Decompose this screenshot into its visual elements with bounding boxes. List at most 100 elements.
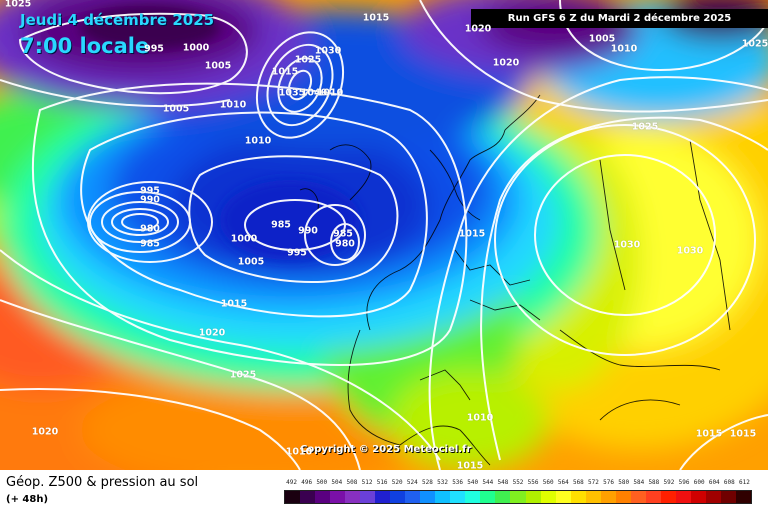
scale-tick-label: 496 [301, 479, 313, 486]
scale-tick-label: 560 [542, 479, 554, 486]
forecast-time: 7:00 locale [20, 34, 150, 58]
scale-tick-label: 556 [527, 479, 539, 486]
isobar-label: 1000 [230, 233, 258, 245]
isobar-label: 1035 [278, 87, 306, 99]
copyright-notice: Copyright © 2025 Meteociel.fr [300, 444, 472, 455]
scale-swatch [615, 491, 631, 503]
isobar-label: 1015 [456, 460, 484, 471]
scale-tick-label: 592 [663, 479, 675, 486]
scale-tick-label: 528 [421, 479, 433, 486]
isobar-label: 1005 [237, 256, 265, 268]
isobar-label: 1005 [204, 60, 232, 72]
scale-swatch [675, 491, 691, 503]
scale-swatch [540, 491, 556, 503]
geopotential-field [0, 0, 768, 470]
scale-tick-label: 548 [497, 479, 509, 486]
scale-swatch [405, 491, 421, 503]
isobar-label: 1020 [492, 57, 520, 69]
isobar-label: 1010 [244, 135, 272, 147]
scale-tick-label: 544 [482, 479, 494, 486]
isobar-label: 1000 [182, 42, 210, 54]
isobar-label: 980 [140, 223, 160, 235]
isobar-label: 1020 [464, 23, 492, 35]
scale-tick-label: 580 [618, 479, 630, 486]
scale-tick-label: 572 [588, 479, 599, 486]
scale-tick-label: 508 [346, 479, 358, 486]
isobar-label: 1010 [466, 412, 494, 424]
scale-swatch [480, 491, 496, 503]
scale-tick-label: 600 [693, 479, 705, 486]
scale-tick-label: 584 [633, 479, 645, 486]
isobar-label: 995 [287, 247, 307, 259]
scale-swatch [300, 491, 316, 503]
weather-map: Jeudi 4 décembre 2025 7:00 locale Run GF… [0, 0, 768, 470]
scale-swatch [465, 491, 481, 503]
scale-swatch [375, 491, 391, 503]
isobar-label: 995 [140, 185, 160, 197]
scale-tick-label: 492 [286, 479, 297, 486]
color-scale-labels: 492 496 500 504 508 512 516 520 524 528 532 536 540 5… [284, 479, 752, 489]
scale-swatch [555, 491, 571, 503]
isobar-label: 1010 [219, 99, 247, 111]
isobar-label: 1025 [741, 38, 768, 50]
isobar-label: 985 [333, 228, 353, 240]
scale-swatch [525, 491, 541, 503]
scale-tick-label: 524 [406, 479, 418, 486]
isobar-label: 1015 [695, 428, 723, 440]
isobar-label: 1015 [220, 298, 248, 310]
scale-swatch [495, 491, 511, 503]
scale-tick-label: 540 [467, 479, 479, 486]
scale-tick-label: 588 [648, 479, 660, 486]
isobar-label: 1015 [271, 66, 299, 78]
isobar-label: 1025 [4, 0, 32, 10]
isobar-label: 1005 [588, 33, 616, 45]
scale-tick-label: 608 [723, 479, 735, 486]
scale-swatch [315, 491, 331, 503]
isobar-label: 1010 [285, 446, 313, 458]
isobar-label: 1010 [316, 87, 344, 99]
scale-tick-label: 568 [572, 479, 584, 486]
isobar-label: 1040 [300, 87, 328, 99]
product-title: Géop. Z500 & pression au sol [6, 475, 199, 490]
scale-tick-label: 536 [452, 479, 464, 486]
isobar-label: 1010 [610, 43, 638, 55]
isobar-label: 990 [140, 194, 160, 206]
isobar-label: 1020 [31, 426, 59, 438]
scale-swatch [660, 491, 676, 503]
scale-swatch [285, 491, 301, 503]
scale-tick-label: 512 [361, 479, 373, 486]
scale-swatch [345, 491, 361, 503]
isobar-label: 995 [144, 43, 164, 55]
lead-time: (+ 48h) [6, 494, 49, 505]
scale-swatch [600, 491, 616, 503]
isobar-label: 1030 [314, 45, 342, 57]
isobar-label: 1025 [229, 369, 257, 381]
isobar-label: 990 [298, 225, 318, 237]
model-run-banner: Run GFS 6 Z du Mardi 2 décembre 2025 [471, 9, 768, 28]
scale-swatch [585, 491, 601, 503]
scale-swatch [705, 491, 721, 503]
isobar-label: 985 [271, 219, 291, 231]
isobar-label: 1030 [613, 239, 641, 251]
isobar-label: 1030 [676, 245, 704, 257]
color-scale-bar [284, 490, 752, 504]
scale-tick-label: 500 [316, 479, 328, 486]
scale-tick-label: 596 [678, 479, 690, 486]
isobars [0, 0, 768, 470]
scale-swatch [435, 491, 451, 503]
map-footer: Géop. Z500 & pression au sol (+ 48h) 492… [0, 470, 768, 512]
scale-swatch [690, 491, 706, 503]
scale-tick-label: 504 [331, 479, 343, 486]
isobar-label: 980 [335, 238, 355, 250]
scale-swatch [645, 491, 661, 503]
scale-swatch [510, 491, 526, 503]
scale-tick-label: 576 [603, 479, 614, 486]
isobar-label: 1015 [458, 228, 486, 240]
scale-tick-label: 532 [437, 479, 448, 486]
scale-swatch [390, 491, 406, 503]
scale-swatch [450, 491, 466, 503]
scale-swatch [720, 491, 736, 503]
isobar-label: 985 [140, 238, 160, 250]
scale-tick-label: 520 [391, 479, 403, 486]
isobar-label: 1025 [294, 54, 322, 66]
